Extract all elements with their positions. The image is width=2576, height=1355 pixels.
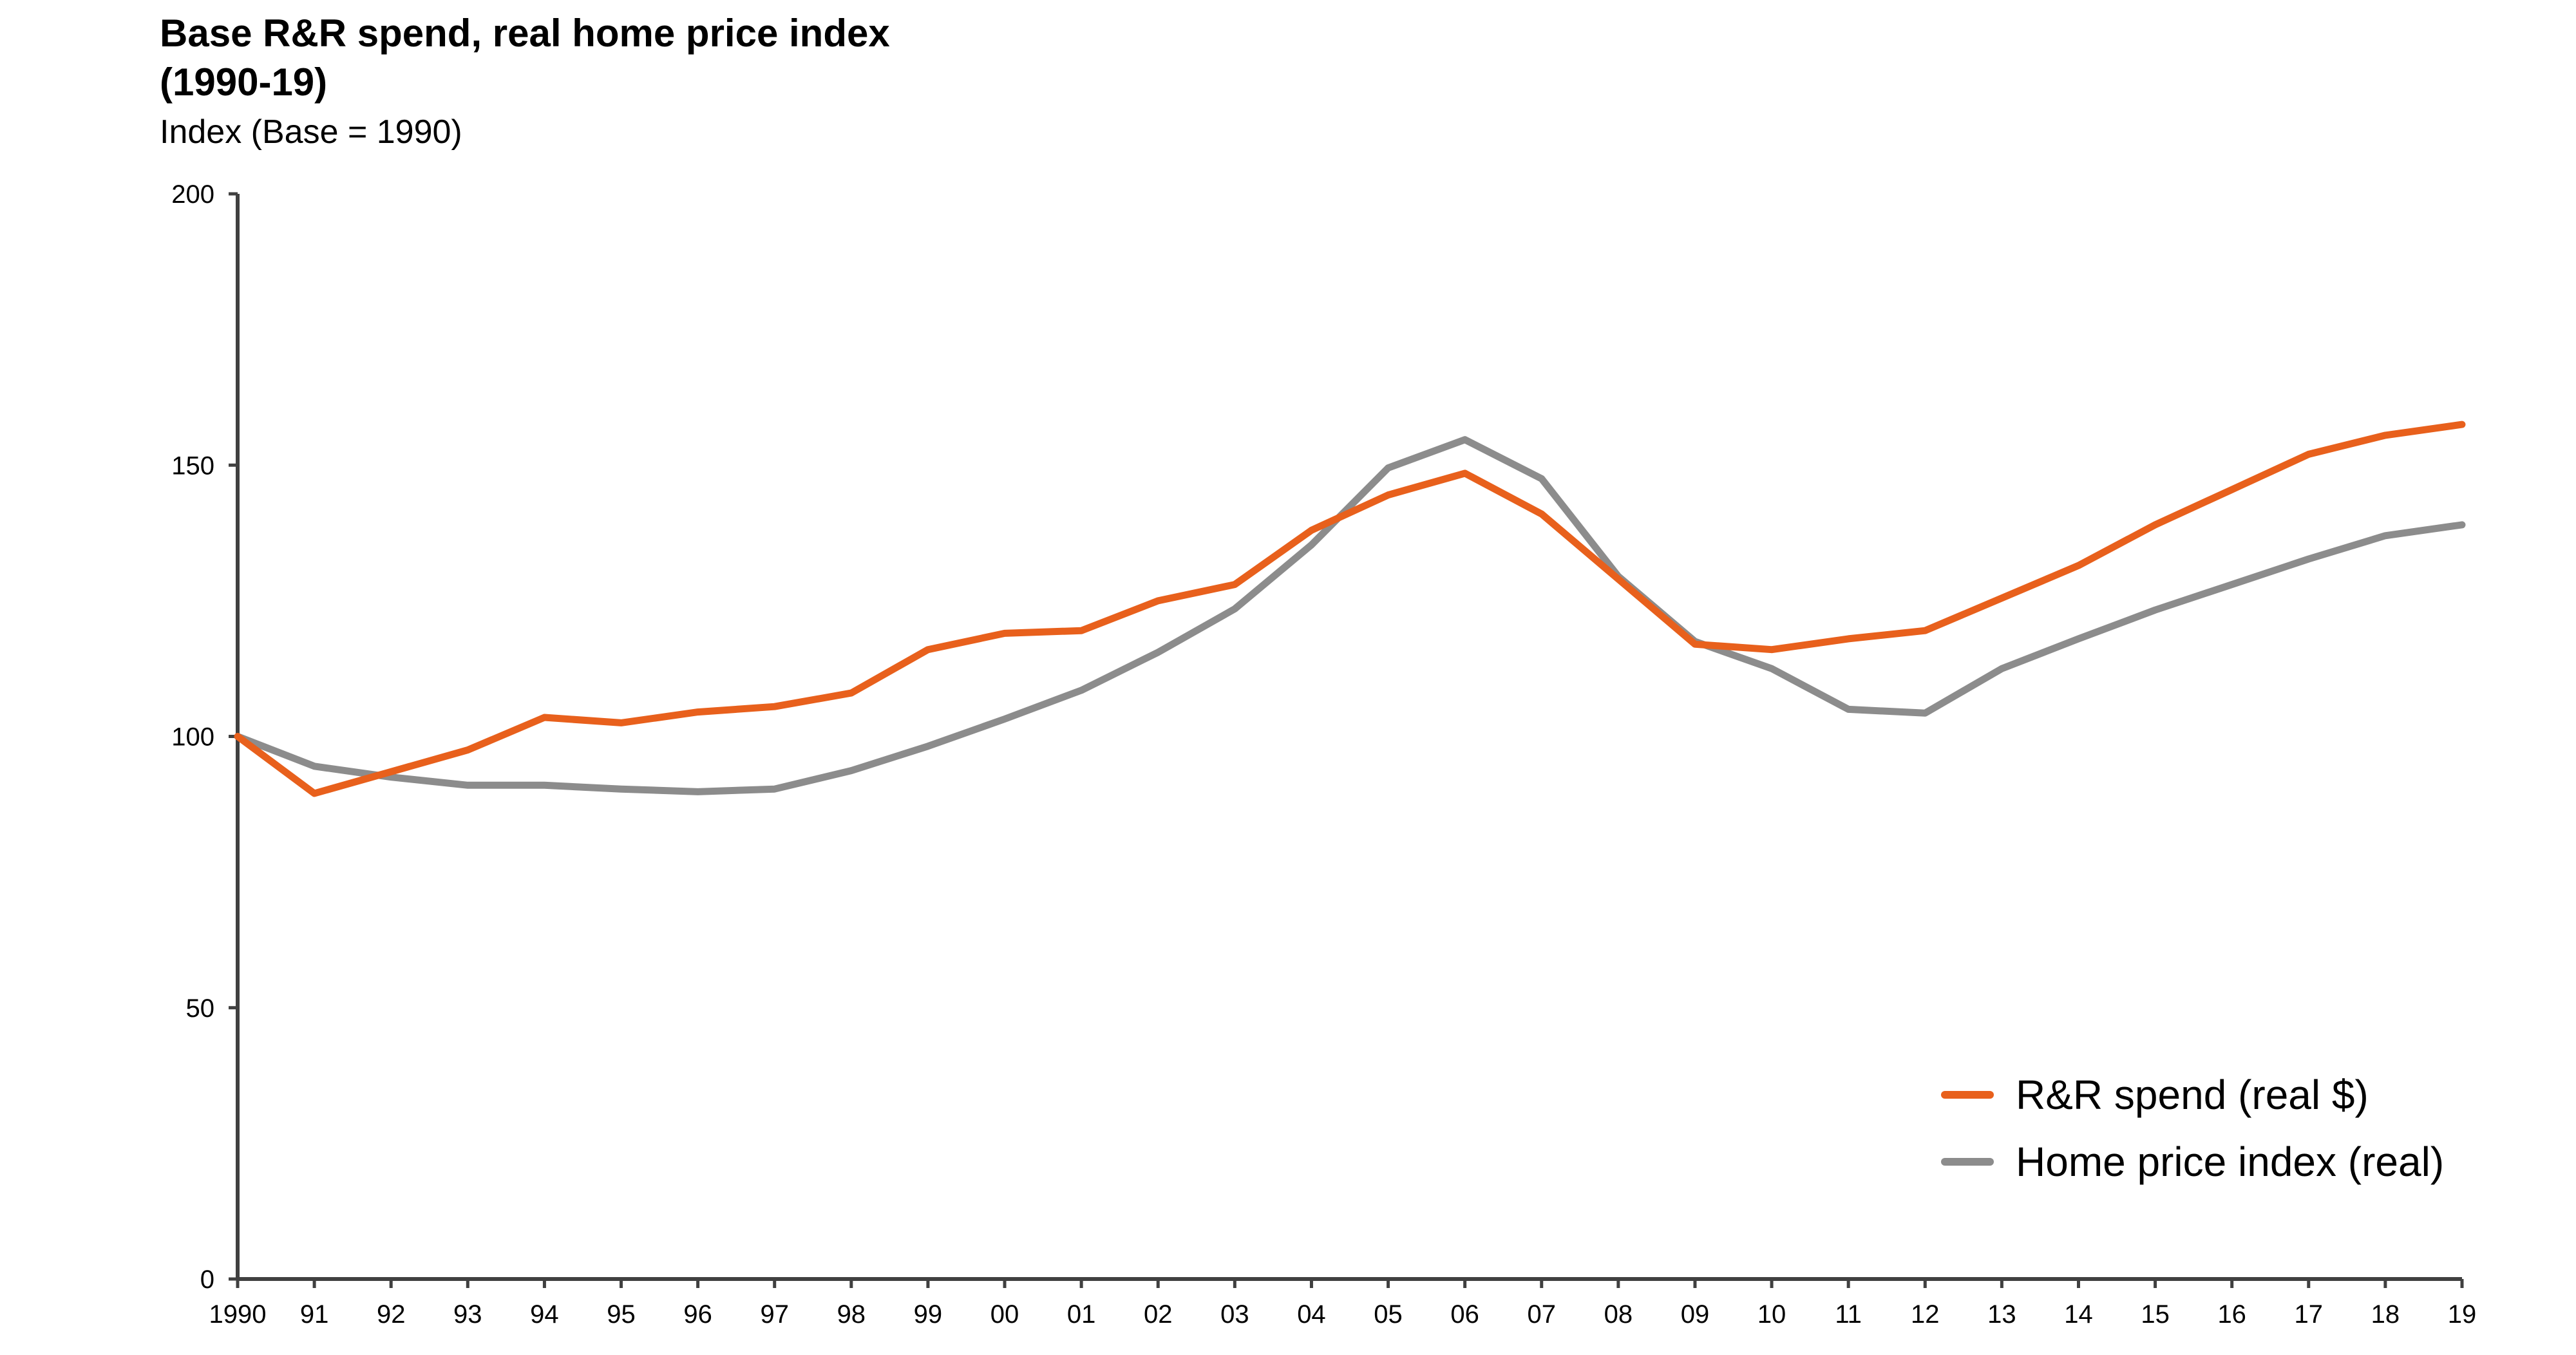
x-tick-label: 15 [2141,1300,2170,1329]
series-line-r-r-spend-real [234,421,2466,797]
legend-label: Home price index (real) [2016,1139,2444,1185]
x-tick-label: 93 [453,1300,482,1329]
y-tick-label: 100 [171,723,214,752]
x-tick-label: 10 [1757,1300,1786,1329]
series-line-home-price-index-real [234,436,2466,795]
x-tick-label: 07 [1528,1300,1557,1329]
x-tick-label: 11 [1835,1300,1862,1329]
x-tick-label: 96 [683,1300,712,1329]
x-tick-label: 13 [1987,1300,2016,1329]
x-tick-label: 95 [607,1300,636,1329]
x-tick-label: 98 [837,1300,866,1329]
x-tick-label: 09 [1681,1300,1710,1329]
x-tick-label: 12 [1911,1300,1940,1329]
legend: R&R spend (real $) Home price index (real… [1941,1072,2444,1185]
x-tick-label: 08 [1604,1300,1633,1329]
x-tick-label: 16 [2217,1300,2246,1329]
x-tick-label: 94 [530,1300,559,1329]
x-tick-label: 19 [2448,1300,2477,1329]
x-tick-label: 97 [760,1300,789,1329]
x-tick-label: 17 [2295,1300,2324,1329]
x-tick-label: 14 [2064,1300,2093,1329]
x-tick-label: 99 [914,1300,943,1329]
x-tick-label: 03 [1220,1300,1249,1329]
x-tick-label: 01 [1067,1300,1096,1329]
chart-title-line2: (1990-19) [160,61,327,104]
x-tick-label: 00 [990,1300,1019,1329]
y-tick-label: 150 [171,451,214,480]
y-tick-label: 200 [171,180,214,209]
chart-title: Base R&R spend, real home price index [160,12,890,55]
x-tick-label: 91 [300,1300,329,1329]
x-tick-label: 04 [1297,1300,1326,1329]
x-tick-label: 02 [1144,1300,1173,1329]
y-tick-label: 50 [186,994,215,1023]
x-tick-label: 1990 [209,1300,267,1329]
legend-label: R&R spend (real $) [2016,1072,2369,1118]
x-tick-label: 06 [1450,1300,1479,1329]
chart-subtitle: Index (Base = 1990) [160,113,462,151]
series-lines [234,421,2466,797]
x-tick-label: 05 [1374,1300,1403,1329]
x-tick-label: 92 [377,1300,406,1329]
x-tick-label: 18 [2371,1300,2400,1329]
y-tick-label: 0 [200,1265,214,1294]
